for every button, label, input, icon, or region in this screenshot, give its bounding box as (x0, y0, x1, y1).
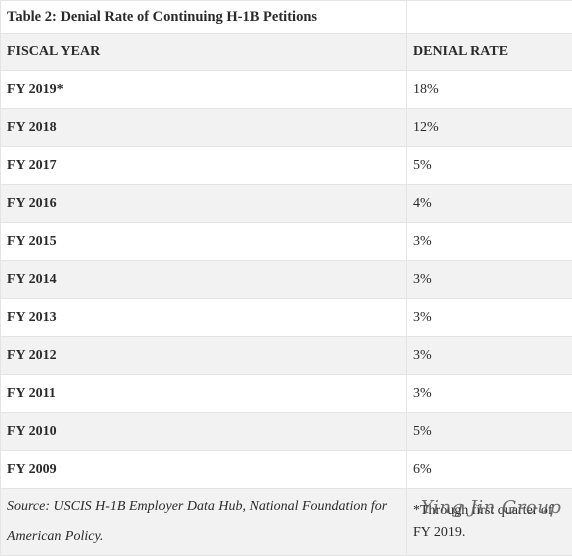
denial-rate-cell: 5% (407, 413, 572, 451)
fiscal-year-cell: FY 2013 (1, 299, 407, 337)
table-row: FY 2010 5% (1, 413, 572, 451)
table-title: Table 2: Denial Rate of Continuing H-1B … (1, 1, 407, 34)
denial-rate-cell: 3% (407, 261, 572, 299)
table-title-empty-cell (407, 1, 572, 34)
table-title-row: Table 2: Denial Rate of Continuing H-1B … (1, 1, 572, 34)
fiscal-year-cell: FY 2019* (1, 71, 407, 109)
table-row: FY 2015 3% (1, 223, 572, 261)
footnote-cell: *Through first quarter of FY 2019. Ying … (407, 489, 572, 556)
footnote-text: *Through first quarter of FY 2019. (413, 503, 553, 540)
table-footer-row: Source: USCIS H-1B Employer Data Hub, Na… (1, 489, 572, 556)
denial-rate-cell: 3% (407, 223, 572, 261)
header-fiscal-year: FISCAL YEAR (1, 34, 407, 71)
table-row: FY 2009 6% (1, 451, 572, 489)
denial-rate-cell: 3% (407, 337, 572, 375)
denial-rate-cell: 3% (407, 299, 572, 337)
fiscal-year-cell: FY 2017 (1, 147, 407, 185)
header-denial-rate: DENIAL RATE (407, 34, 572, 71)
denial-rate-cell: 4% (407, 185, 572, 223)
fiscal-year-cell: FY 2010 (1, 413, 407, 451)
fiscal-year-cell: FY 2016 (1, 185, 407, 223)
denial-rate-cell: 3% (407, 375, 572, 413)
denial-rate-cell: 12% (407, 109, 572, 147)
fiscal-year-cell: FY 2012 (1, 337, 407, 375)
table-row: FY 2016 4% (1, 185, 572, 223)
table-row: FY 2017 5% (1, 147, 572, 185)
fiscal-year-cell: FY 2011 (1, 375, 407, 413)
table-row: FY 2012 3% (1, 337, 572, 375)
denial-rate-cell: 18% (407, 71, 572, 109)
table-row: FY 2019* 18% (1, 71, 572, 109)
table-row: FY 2011 3% (1, 375, 572, 413)
fiscal-year-cell: FY 2015 (1, 223, 407, 261)
table-row: FY 2018 12% (1, 109, 572, 147)
fiscal-year-cell: FY 2014 (1, 261, 407, 299)
table-row: FY 2014 3% (1, 261, 572, 299)
table-row: FY 2013 3% (1, 299, 572, 337)
fiscal-year-cell: FY 2009 (1, 451, 407, 489)
table-header-row: FISCAL YEAR DENIAL RATE (1, 34, 572, 71)
source-note: Source: USCIS H-1B Employer Data Hub, Na… (1, 489, 407, 556)
denial-rate-cell: 6% (407, 451, 572, 489)
denial-rate-cell: 5% (407, 147, 572, 185)
fiscal-year-cell: FY 2018 (1, 109, 407, 147)
